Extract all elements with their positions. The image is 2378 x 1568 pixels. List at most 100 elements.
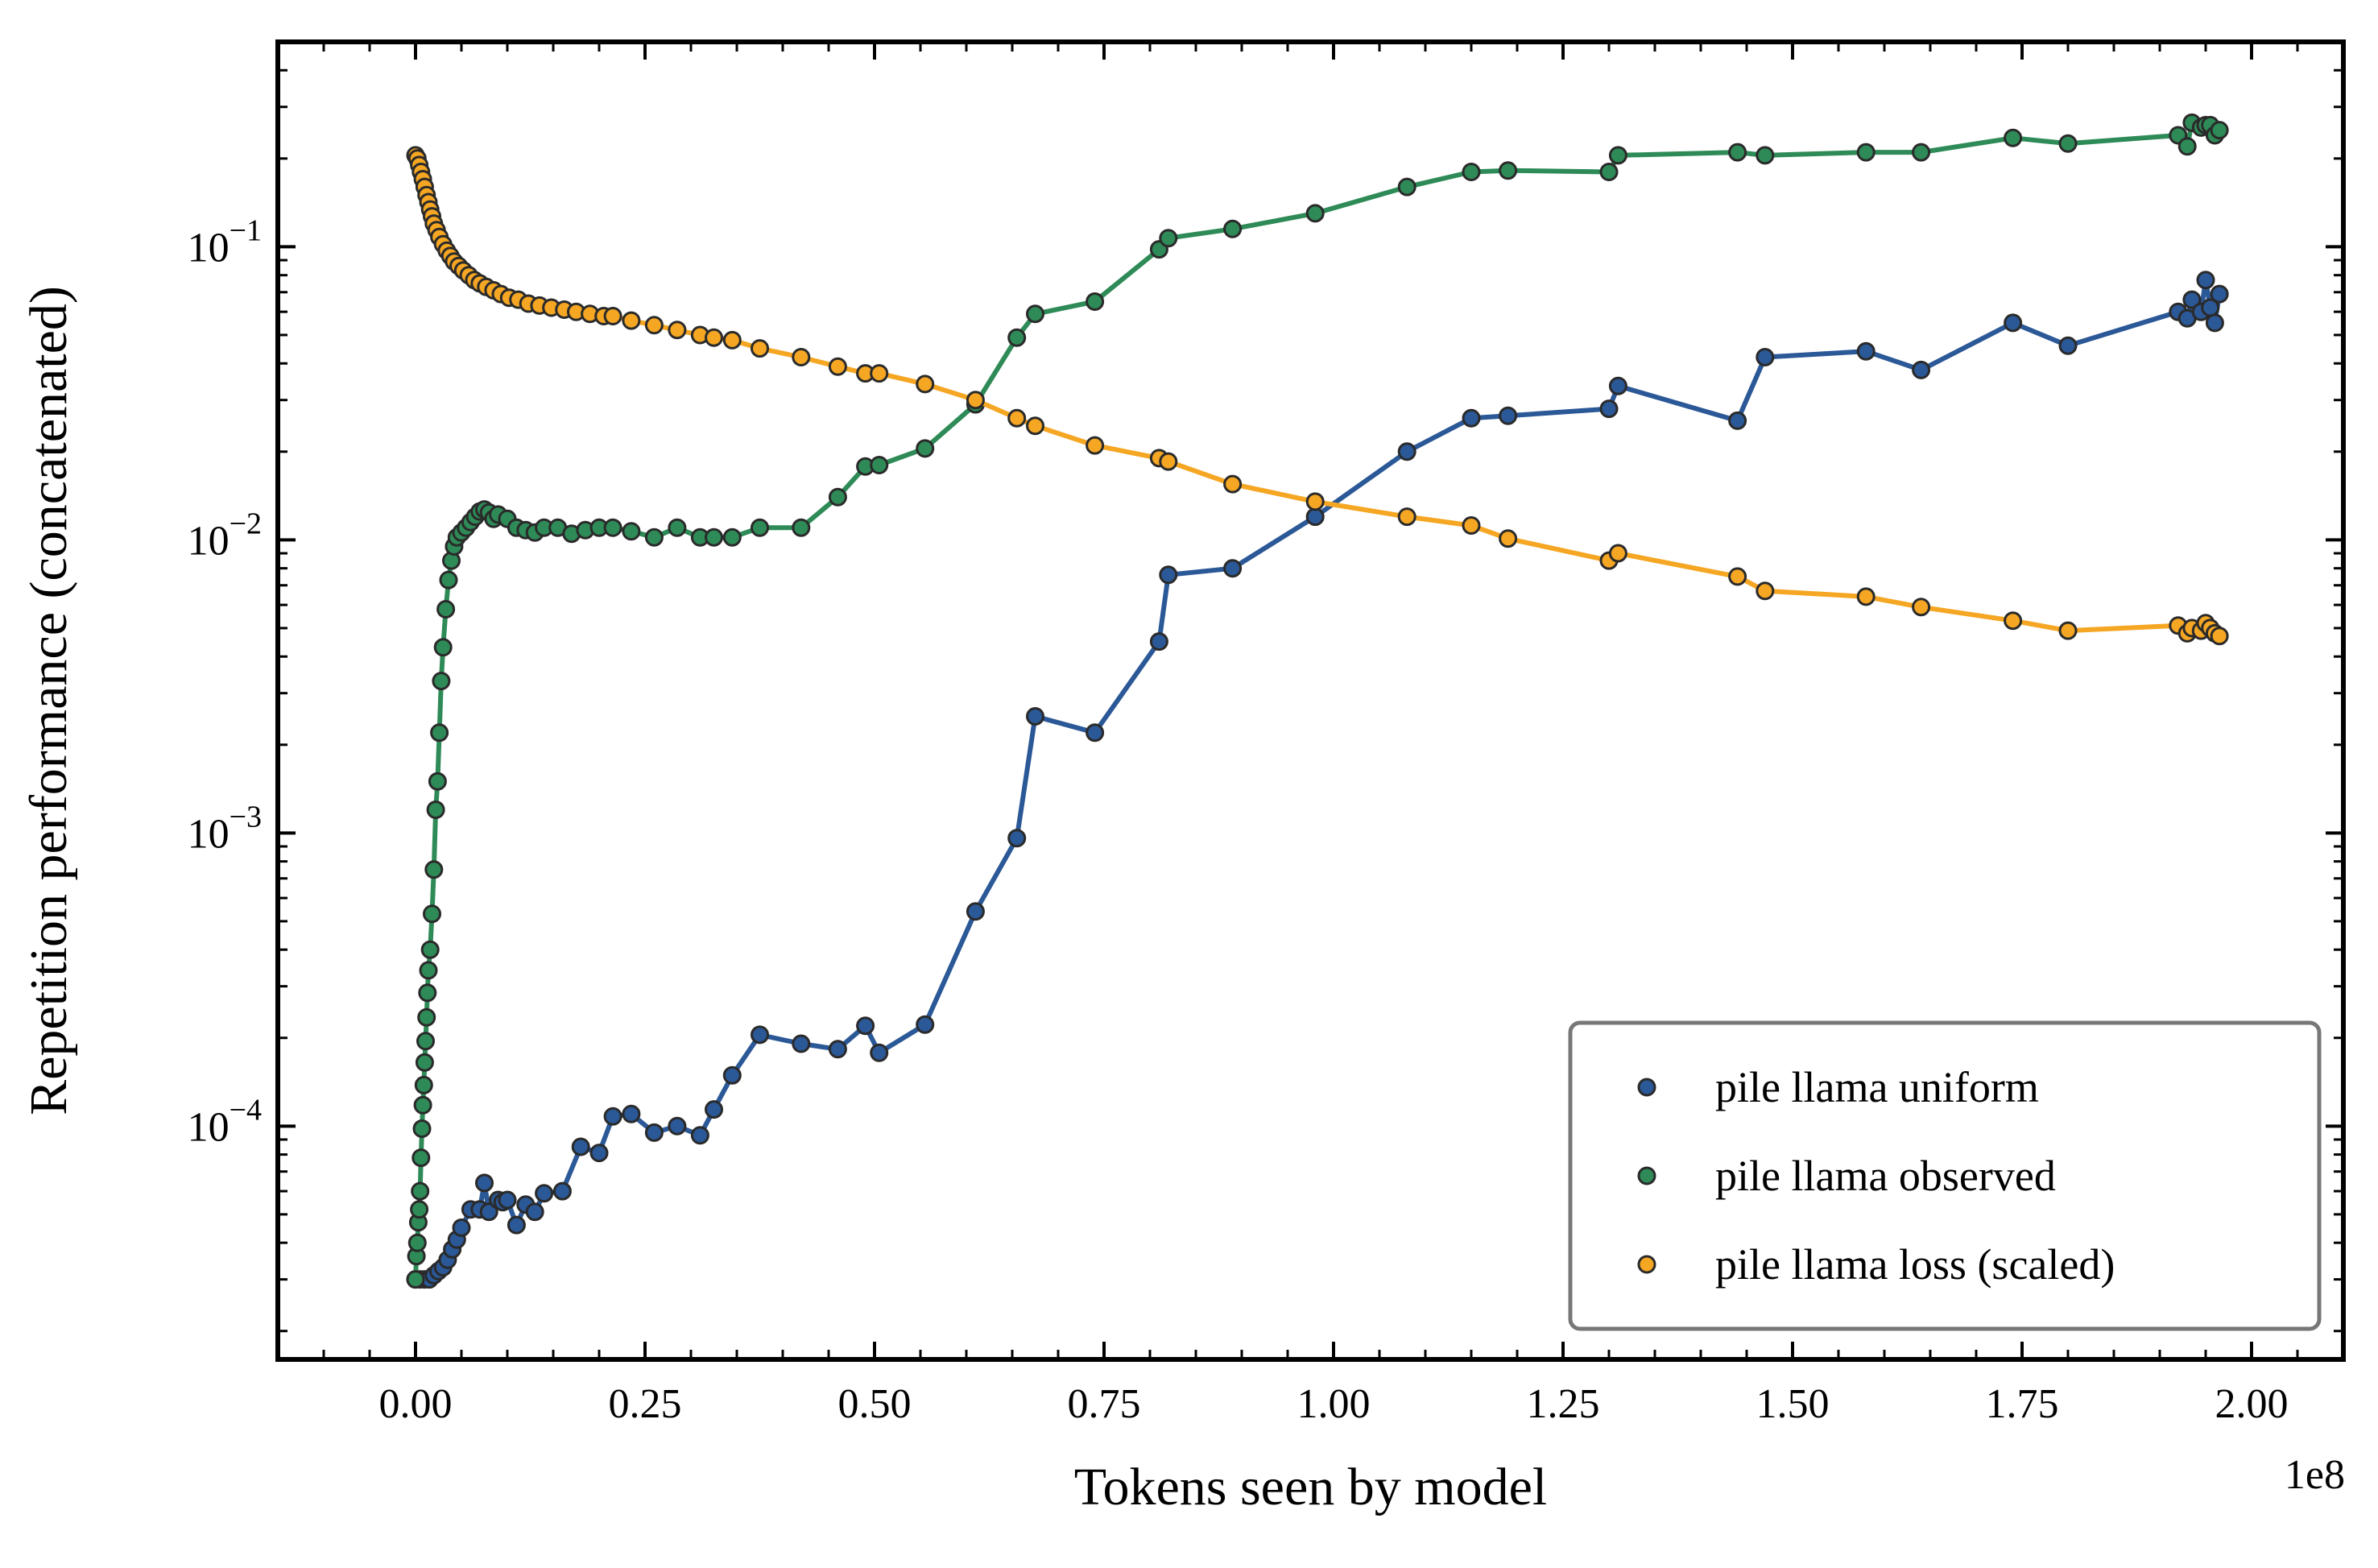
data-point — [1086, 292, 1105, 311]
data-point — [1912, 598, 1931, 617]
data-point — [668, 518, 687, 537]
data-point — [705, 527, 723, 547]
data-point — [622, 522, 641, 541]
data-point — [525, 1202, 544, 1222]
data-point — [1462, 408, 1481, 428]
y-tick-label-base: 10 — [188, 225, 230, 271]
data-point — [1856, 341, 1876, 361]
data-point — [751, 1025, 769, 1045]
legend-entry: pile llama uniform — [1637, 1063, 2039, 1111]
data-point — [1599, 163, 1619, 181]
x-tick-label: 0.25 — [609, 1381, 682, 1427]
data-point — [507, 1215, 526, 1235]
data-point — [415, 1053, 434, 1072]
legend-marker — [1637, 1166, 1656, 1185]
data-point — [416, 1032, 435, 1051]
data-point — [1912, 143, 1931, 162]
legend-label: pile llama observed — [1715, 1152, 2056, 1200]
data-point — [410, 1200, 429, 1219]
data-point — [2182, 290, 2202, 309]
data-point — [856, 1016, 875, 1036]
data-point — [828, 357, 847, 376]
data-point — [414, 1075, 433, 1094]
x-tick-label: 0.75 — [1068, 1381, 1141, 1427]
legend: pile llama uniform pile llama observed pil… — [1568, 1020, 2322, 1331]
legend-label: pile llama loss (scaled) — [1715, 1240, 2115, 1289]
data-point — [1856, 143, 1876, 162]
data-point — [870, 456, 889, 474]
legend-marker — [1637, 1255, 1656, 1274]
data-point — [792, 348, 811, 366]
x-axis-offset-label: 1e8 — [2285, 1452, 2345, 1498]
data-point — [644, 316, 664, 335]
data-point — [1728, 411, 1747, 430]
data-point — [828, 1040, 847, 1059]
data-point — [1159, 565, 1178, 585]
y-tick-label-exponent: −4 — [230, 1093, 262, 1127]
data-point — [2004, 313, 2023, 333]
data-point — [1007, 408, 1027, 428]
data-point — [430, 723, 449, 743]
data-point — [1397, 507, 1416, 527]
legend-label: pile llama uniform — [1715, 1063, 2039, 1111]
data-point — [571, 1137, 590, 1156]
data-point — [2058, 621, 2078, 640]
series-1 — [406, 113, 2229, 1289]
data-point — [1007, 829, 1027, 848]
data-point — [452, 1218, 471, 1237]
data-point — [1223, 474, 1243, 494]
data-point — [690, 1126, 709, 1145]
data-point — [1305, 204, 1325, 223]
data-point — [792, 1034, 811, 1053]
data-point — [419, 961, 438, 980]
data-point — [705, 328, 723, 347]
x-tick-label: 1.50 — [1756, 1381, 1830, 1427]
y-axis-title: Repetition performance (concatenated) — [19, 286, 78, 1115]
data-point — [1149, 632, 1168, 652]
plot-frame — [275, 39, 2346, 1362]
data-point — [1599, 399, 1619, 419]
data-point — [603, 518, 622, 537]
data-point — [2177, 137, 2197, 156]
data-point — [1305, 492, 1325, 511]
data-point — [1462, 516, 1481, 535]
x-tick-label: 1.25 — [1527, 1381, 1600, 1427]
data-point — [2058, 134, 2078, 153]
x-tick-label: 0.50 — [838, 1381, 912, 1427]
legend-frame — [1568, 1020, 2322, 1331]
data-point — [406, 1270, 425, 1289]
data-point — [916, 374, 935, 394]
data-point — [2210, 627, 2229, 646]
data-point — [475, 1173, 494, 1193]
data-point — [705, 1100, 723, 1119]
y-tick-label: 10−2 — [188, 507, 262, 564]
data-point — [722, 330, 742, 350]
data-point — [828, 487, 847, 507]
data-point — [870, 364, 889, 383]
legend-marker — [1637, 1078, 1656, 1097]
series-layer — [406, 113, 2229, 1289]
data-point — [1499, 161, 1518, 180]
data-point — [2205, 313, 2224, 333]
y-tick-label: 10−3 — [188, 800, 262, 857]
data-point — [1026, 707, 1044, 726]
data-point — [436, 600, 456, 619]
legend-entry: pile llama loss (scaled) — [1637, 1240, 2115, 1289]
data-point — [2004, 128, 2023, 147]
data-point — [417, 1007, 436, 1027]
y-tick-label-exponent: −2 — [230, 507, 262, 540]
data-point — [2196, 271, 2215, 290]
data-point — [722, 527, 742, 547]
data-point — [668, 321, 687, 340]
data-point — [411, 1181, 430, 1201]
data-point — [1462, 163, 1481, 181]
data-point — [1499, 406, 1518, 425]
y-tick-label-base: 10 — [188, 811, 230, 857]
data-point — [1026, 304, 1044, 324]
data-point — [751, 518, 769, 537]
data-point — [423, 904, 441, 924]
data-point — [479, 1202, 498, 1222]
y-tick-label: 10−1 — [188, 213, 262, 271]
x-axis-title: Tokens seen by model — [1074, 1458, 1547, 1516]
